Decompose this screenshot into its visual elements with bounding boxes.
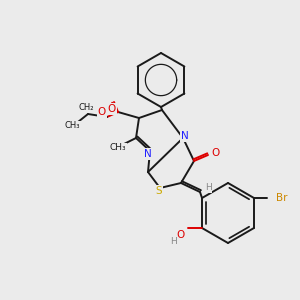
Text: Br: Br	[276, 193, 288, 203]
Text: CH₂: CH₂	[78, 103, 94, 112]
Text: H: H	[205, 184, 212, 193]
Text: S: S	[156, 186, 162, 196]
Text: H: H	[169, 236, 176, 245]
Text: N: N	[181, 131, 189, 141]
Text: O: O	[98, 107, 106, 117]
Text: O: O	[176, 230, 184, 240]
Text: O: O	[108, 104, 116, 114]
Text: O: O	[212, 148, 220, 158]
Text: N: N	[144, 149, 152, 159]
Text: CH₃: CH₃	[110, 143, 126, 152]
Text: CH₃: CH₃	[64, 122, 80, 130]
